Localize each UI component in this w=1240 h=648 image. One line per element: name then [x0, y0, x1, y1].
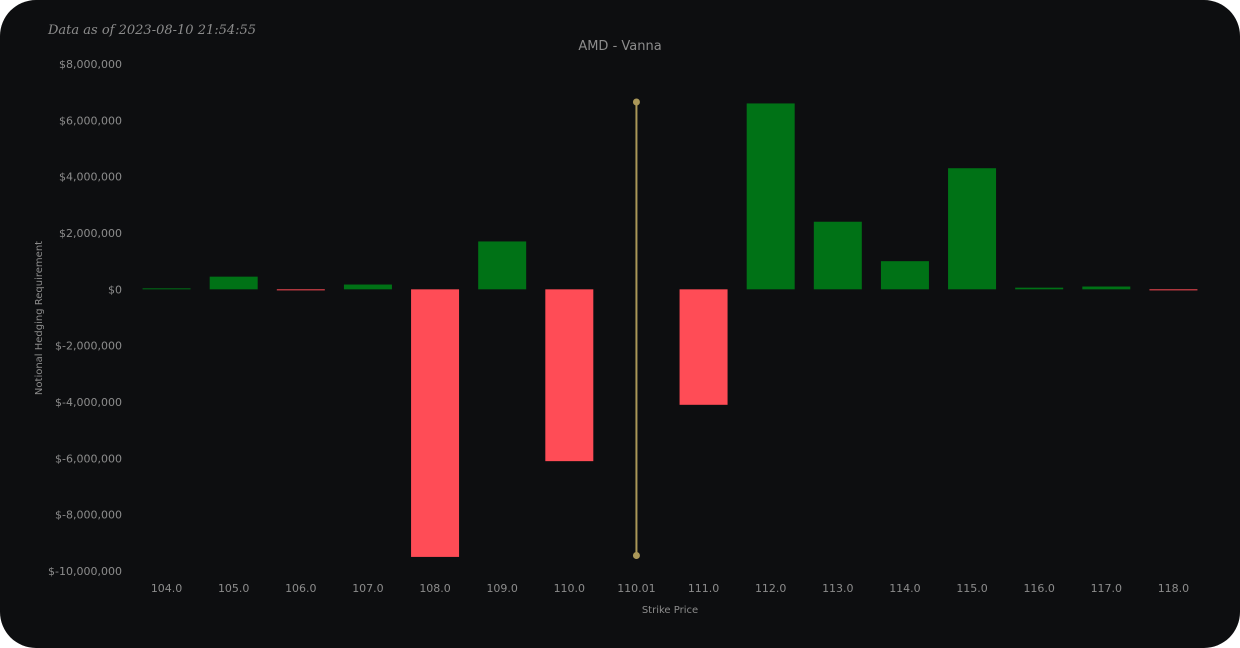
x-tick-label: 110.0	[554, 582, 586, 595]
x-tick-label: 113.0	[822, 582, 854, 595]
bar-104.0[interactable]	[142, 288, 191, 290]
x-axis: 104.0 105.0 106.0 107.0 108.0 109.0 110.0 110.0…	[151, 582, 1189, 595]
x-tick-label: 106.0	[285, 582, 317, 595]
x-tick-label: 116.0	[1023, 582, 1055, 595]
y-tick-label: $4,000,000	[59, 171, 122, 184]
x-tick-label: 107.0	[352, 582, 384, 595]
bar-115.0[interactable]	[948, 168, 997, 290]
x-tick-label: 111.0	[688, 582, 720, 595]
y-tick-label: $2,000,000	[59, 227, 122, 240]
bar-107.0[interactable]	[343, 284, 392, 290]
x-tick-label: 105.0	[218, 582, 250, 595]
y-tick-label: $-8,000,000	[55, 509, 122, 522]
x-tick-label: 109.0	[486, 582, 518, 595]
y-axis-label: Notional Hedging Requirement	[34, 241, 45, 395]
spot-marker-bottom	[632, 552, 640, 560]
y-axis: $8,000,000 $6,000,000 $4,000,000 $2,000,000…	[48, 58, 122, 578]
spot-marker-top	[632, 98, 640, 106]
y-tick-label: $6,000,000	[59, 114, 122, 127]
x-tick-label: 117.0	[1091, 582, 1123, 595]
spot-price-marker	[632, 98, 640, 560]
x-tick-label: 114.0	[889, 582, 921, 595]
bar-106.0[interactable]	[276, 289, 325, 291]
x-tick-label: 104.0	[151, 582, 183, 595]
y-tick-label: $-4,000,000	[55, 396, 122, 409]
y-tick-label: $-6,000,000	[55, 452, 122, 465]
bar-110.0[interactable]	[545, 289, 594, 462]
chart-title: AMD - Vanna	[578, 39, 661, 54]
bar-117.0[interactable]	[1082, 286, 1131, 290]
bars-group	[142, 103, 1198, 557]
bar-118.0[interactable]	[1149, 289, 1198, 291]
bar-113.0[interactable]	[813, 221, 862, 290]
y-tick-label: $-10,000,000	[48, 565, 122, 578]
y-tick-label: $-2,000,000	[55, 340, 122, 353]
y-tick-label: $0	[108, 283, 122, 296]
bar-114.0[interactable]	[880, 261, 929, 290]
x-tick-label: 110.01	[617, 582, 656, 595]
bar-108.0[interactable]	[411, 289, 460, 557]
bar-116.0[interactable]	[1015, 287, 1064, 290]
bar-109.0[interactable]	[478, 241, 527, 290]
x-tick-label: 115.0	[956, 582, 988, 595]
y-tick-label: $8,000,000	[59, 58, 122, 71]
x-tick-label: 112.0	[755, 582, 787, 595]
bar-111.0[interactable]	[679, 289, 728, 405]
x-axis-label: Strike Price	[642, 605, 698, 616]
data-timestamp: Data as of 2023-08-10 21:54:55	[48, 23, 257, 38]
bar-112.0[interactable]	[746, 103, 795, 290]
x-tick-label: 118.0	[1158, 582, 1190, 595]
x-tick-label: 108.0	[419, 582, 451, 595]
bar-105.0[interactable]	[209, 276, 258, 290]
